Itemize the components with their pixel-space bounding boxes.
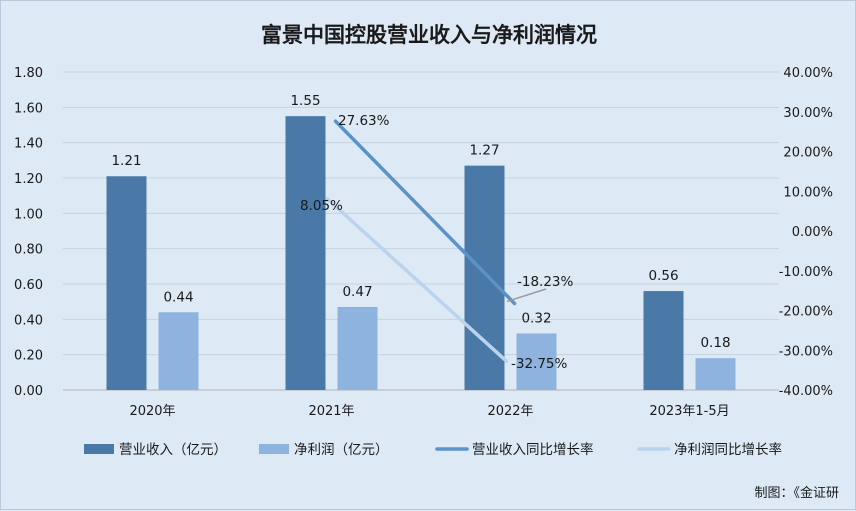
left-tick-label: 0.00 (14, 384, 43, 399)
bar (285, 116, 326, 391)
right-tick-label: 0.00% (792, 225, 833, 240)
right-tick-label: -40.00% (779, 384, 833, 399)
bar (106, 176, 147, 390)
line-value-label: 27.63% (338, 113, 390, 129)
left-tick-label: 0.40 (14, 313, 43, 328)
legend-swatch (84, 444, 114, 454)
right-tick-label: -10.00% (779, 265, 833, 280)
bar (516, 333, 557, 390)
x-tick-label: 2021年 (308, 404, 354, 419)
x-tick-label: 2023年1-5月 (649, 404, 729, 419)
bar (158, 312, 199, 390)
line-value-label: -18.23% (517, 274, 574, 290)
right-tick-label: 10.00% (783, 185, 833, 200)
bar (695, 358, 736, 390)
left-tick-label: 1.40 (14, 137, 43, 152)
bar-value-label: 1.55 (290, 93, 320, 109)
left-tick-label: 0.20 (14, 349, 43, 364)
legend-label: 净利润（亿元） (294, 442, 389, 458)
right-tick-label: -30.00% (779, 344, 833, 359)
bar-value-label: 0.18 (700, 335, 730, 351)
credit-text: 制图：《金证研 (754, 485, 839, 501)
bar (643, 291, 684, 390)
bar-value-label: 0.56 (648, 268, 678, 284)
bar-series (106, 116, 736, 391)
bar-value-label: 0.32 (521, 310, 551, 326)
legend: 营业收入（亿元） 净利润（亿元） 营业收入同比增长率 净利润同比增长率 (84, 441, 782, 458)
line-value-label: 8.05% (300, 198, 343, 214)
legend-swatch (259, 444, 289, 454)
bar-value-label: 0.47 (342, 284, 372, 300)
left-tick-label: 0.80 (14, 243, 43, 258)
chart-title: 富景中国控股营业收入与净利润情况 (261, 23, 597, 47)
bar-value-label: 0.44 (163, 289, 193, 305)
legend-label: 净利润同比增长率 (674, 441, 782, 458)
bar (464, 165, 505, 390)
data-labels: 1.21 1.55 1.27 0.56 0.44 0.47 0.32 0.18 27.63% -1… (111, 93, 730, 372)
bar (337, 306, 378, 390)
line-value-label: -32.75% (511, 356, 568, 372)
right-tick-label: 40.00% (783, 66, 833, 81)
left-tick-label: 1.00 (14, 207, 43, 222)
left-tick-label: 1.20 (14, 172, 43, 187)
legend-label: 营业收入同比增长率 (472, 441, 594, 458)
leader-line (506, 288, 547, 303)
legend-label: 营业收入（亿元） (119, 442, 227, 458)
right-tick-label: 20.00% (783, 146, 833, 161)
bar-value-label: 1.27 (469, 143, 499, 159)
bar-value-label: 1.21 (111, 153, 141, 169)
left-axis: 0.00 0.20 0.40 0.60 0.80 1.00 1.20 1.40 1.60 1.80 (14, 66, 43, 399)
series-line (333, 119, 517, 306)
x-tick-label: 2022年 (487, 404, 533, 419)
right-axis: -40.00% -30.00% -20.00% -10.00% 0.00% 10.00% 2… (779, 66, 833, 399)
right-tick-label: -20.00% (779, 305, 833, 320)
right-tick-label: 30.00% (783, 106, 833, 121)
left-tick-label: 1.80 (14, 66, 43, 81)
left-tick-label: 1.60 (14, 101, 43, 116)
x-tick-label: 2020年 (129, 404, 175, 419)
line-series (325, 119, 517, 363)
x-axis: 2020年 2021年 2022年 2023年1-5月 (129, 404, 729, 419)
series-line (325, 197, 509, 363)
left-tick-label: 0.60 (14, 278, 43, 293)
